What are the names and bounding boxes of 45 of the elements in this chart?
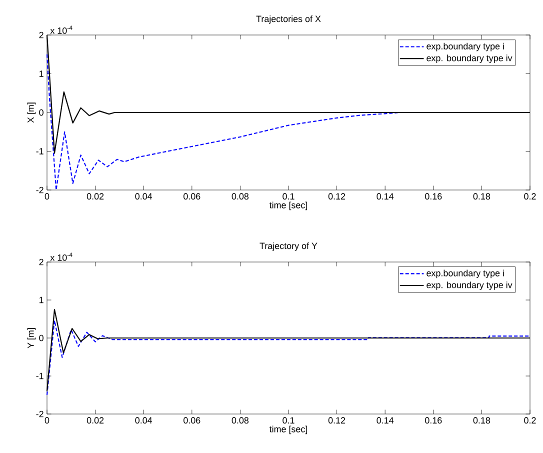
- chart-title: Trajectory of Y: [260, 242, 318, 251]
- text: x 10$^{-4}$: [50, 252, 72, 261]
- y-tick-label: -2: [36, 410, 44, 418]
- x-tick-label: 0.08: [232, 193, 249, 200]
- legend-label: exp.boundary type i: [426, 42, 504, 52]
- x-tick-label: 0.02: [86, 417, 104, 424]
- y-tick-label: 0: [39, 334, 44, 342]
- x-tick-label: 0.06: [184, 417, 200, 424]
- x-tick-label: 0.04: [135, 417, 152, 424]
- x-tick-label: 0.06: [184, 193, 200, 200]
- x-axis-title: time [sec]: [269, 202, 308, 210]
- x-tick-label: 0.14: [376, 417, 394, 424]
- x-tick-label: 0.04: [135, 193, 152, 200]
- x-tick-label: 0.18: [473, 193, 490, 200]
- line-series: [46, 320, 531, 396]
- legend-label: exp. boundary type iv: [426, 54, 512, 64]
- y-tick-label: -1: [36, 148, 44, 154]
- x-tick-label: 0.08: [232, 417, 249, 424]
- y-tick-label: 0: [39, 109, 44, 116]
- x-tick-label: 0.2: [524, 417, 536, 424]
- x-tick-label: 0: [44, 193, 50, 200]
- x-tick-label: 0.12: [328, 193, 346, 200]
- legend-label: exp.boundary type i: [426, 270, 504, 278]
- text: x 10$^{-4}$: [50, 26, 72, 34]
- y-axis-title: Y [m]: [27, 328, 36, 348]
- x-tick-label: 0.16: [425, 193, 442, 200]
- y-tick-label: 2: [39, 258, 44, 266]
- x-tick-label: 0.1: [282, 193, 294, 200]
- legend-label: exp. boundary type iv: [426, 282, 512, 290]
- y-tick-label: 1: [40, 296, 44, 304]
- y-tick-label: 2: [39, 32, 44, 38]
- chart-title: Trajectories of X: [256, 15, 321, 24]
- x-tick-label: 0.16: [425, 417, 442, 424]
- x-tick-label: 0.14: [376, 193, 394, 200]
- x-axis-title: time [sec]: [269, 426, 308, 434]
- y-axis-title: X [m]: [27, 102, 36, 123]
- y-tick-label: 1: [40, 70, 44, 77]
- x-tick-label: 0.02: [86, 193, 104, 200]
- y-tick-label: -2: [36, 186, 44, 194]
- y-tick-label: -1: [36, 372, 44, 380]
- x-tick-label: 0.18: [473, 417, 490, 424]
- x-tick-label: 0: [44, 417, 50, 424]
- x-tick-label: 0.1: [282, 417, 294, 424]
- x-tick-label: 0.12: [328, 417, 346, 424]
- x-tick-label: 0.2: [524, 193, 536, 200]
